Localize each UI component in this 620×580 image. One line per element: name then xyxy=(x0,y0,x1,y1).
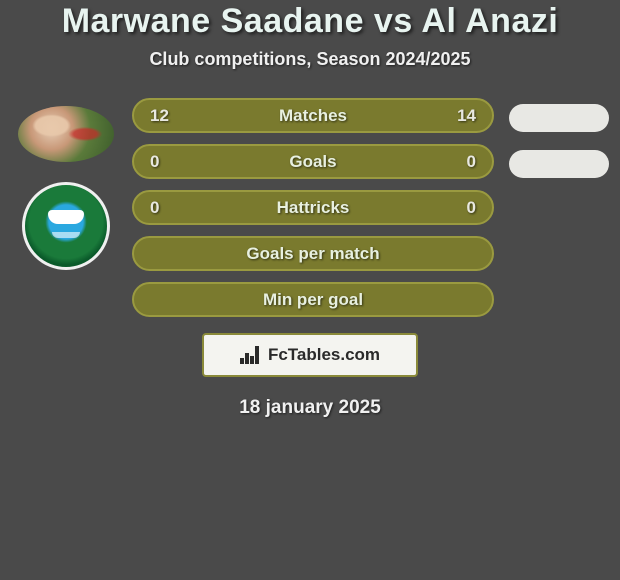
brand-text: FcTables.com xyxy=(268,345,380,365)
stat-label: Goals per match xyxy=(246,244,379,264)
left-column xyxy=(6,98,126,270)
date-label: 18 january 2025 xyxy=(0,397,620,419)
player-avatar xyxy=(18,106,114,162)
stat-right-value: 14 xyxy=(442,106,476,126)
infographic-container: Marwane Saadane vs Al Anazi Club competi… xyxy=(0,0,620,419)
page-title: Marwane Saadane vs Al Anazi xyxy=(0,2,620,41)
club-badge xyxy=(22,182,110,270)
right-pill xyxy=(509,104,609,132)
stat-label: Goals xyxy=(289,152,336,172)
brand-badge[interactable]: FcTables.com xyxy=(202,333,418,377)
stat-bar-matches: 12 Matches 14 xyxy=(132,98,494,133)
stat-right-value: 0 xyxy=(442,152,476,172)
right-column xyxy=(504,98,614,178)
right-pill xyxy=(509,150,609,178)
stat-right-value: 0 xyxy=(442,198,476,218)
bar-chart-icon xyxy=(240,346,262,364)
stat-label: Hattricks xyxy=(277,198,350,218)
stat-label: Matches xyxy=(279,106,347,126)
stats-column: 12 Matches 14 0 Goals 0 0 Hattricks 0 Go… xyxy=(126,98,504,317)
stat-bar-goals: 0 Goals 0 xyxy=(132,144,494,179)
stat-left-value: 12 xyxy=(150,106,184,126)
main-row: 12 Matches 14 0 Goals 0 0 Hattricks 0 Go… xyxy=(0,98,620,317)
subtitle: Club competitions, Season 2024/2025 xyxy=(0,49,620,70)
stat-bar-min-per-goal: Min per goal xyxy=(132,282,494,317)
stat-bar-goals-per-match: Goals per match xyxy=(132,236,494,271)
player-avatar-fill xyxy=(18,106,114,162)
stat-left-value: 0 xyxy=(150,152,184,172)
stat-left-value: 0 xyxy=(150,198,184,218)
stat-label: Min per goal xyxy=(263,290,363,310)
stat-bar-hattricks: 0 Hattricks 0 xyxy=(132,190,494,225)
